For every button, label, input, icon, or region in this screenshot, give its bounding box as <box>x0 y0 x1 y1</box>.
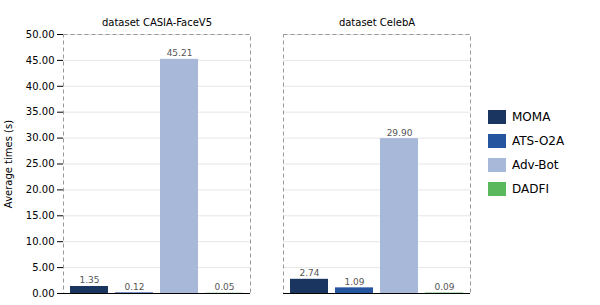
html-text:ATS-O2A: ATS-O2A <box>512 133 565 148</box>
svg-text:Average times (s): Average times (s) <box>3 120 14 208</box>
svg-text:0.00: 0.00 <box>32 288 54 299</box>
svg-text:45.00: 45.00 <box>26 55 55 66</box>
svg-text:1.09: 1.09 <box>344 277 364 287</box>
svg-text:2.74: 2.74 <box>299 268 319 278</box>
svg-text:25.00: 25.00 <box>26 158 55 169</box>
svg-text:0.12: 0.12 <box>124 282 144 292</box>
svg-text:5.00: 5.00 <box>32 262 54 273</box>
svg-text:1.35: 1.35 <box>79 275 99 285</box>
html-text:DADFI: DADFI <box>512 181 549 196</box>
svg-text:10.00: 10.00 <box>26 236 55 247</box>
svg-text:40.00: 40.00 <box>26 81 55 92</box>
svg-text:15.00: 15.00 <box>26 210 55 221</box>
svg-text:0.05: 0.05 <box>214 282 234 292</box>
svg-text:0.09: 0.09 <box>434 282 454 292</box>
svg-text:20.00: 20.00 <box>26 184 55 195</box>
svg-text:45.21: 45.21 <box>167 48 193 58</box>
svg-text:dataset CelebA: dataset CelebA <box>339 17 415 28</box>
svg-text:35.00: 35.00 <box>26 106 55 117</box>
html-text:MOMA: MOMA <box>512 109 551 124</box>
svg-text:dataset CASIA-FaceV5: dataset CASIA-FaceV5 <box>102 17 212 28</box>
svg-text:30.00: 30.00 <box>26 132 55 143</box>
svg-text:29.90: 29.90 <box>387 127 413 137</box>
html-text:Adv-Bot: Adv-Bot <box>512 157 559 172</box>
svg-text:50.00: 50.00 <box>26 29 55 40</box>
